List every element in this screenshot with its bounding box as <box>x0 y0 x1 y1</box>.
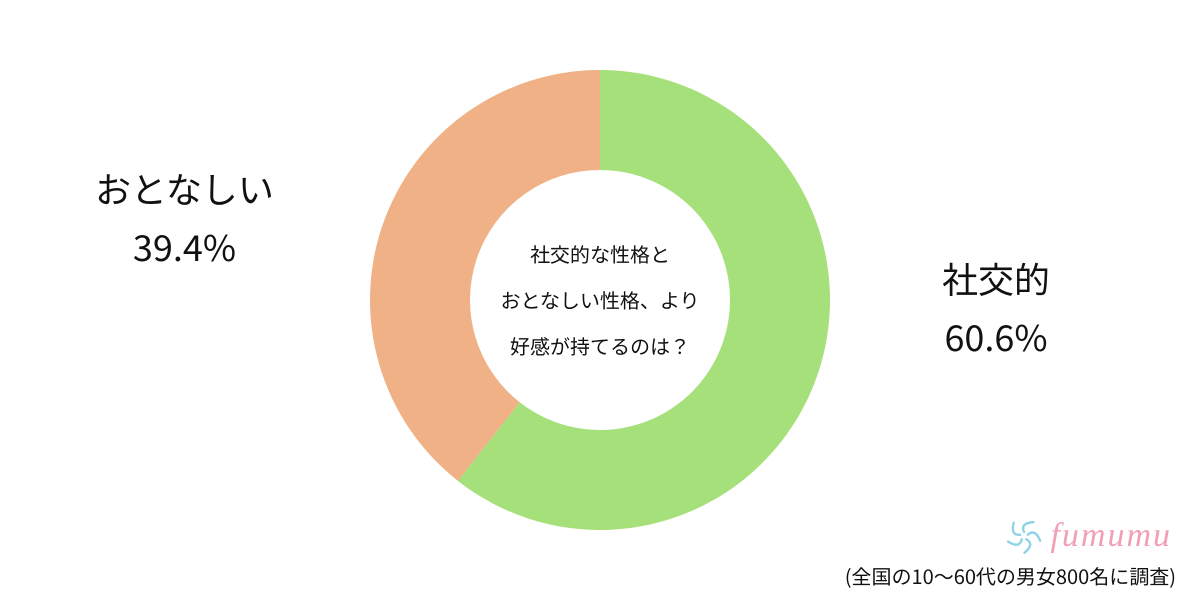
slice-name-quiet: おとなしい <box>95 160 274 218</box>
slice-pct-sociable: 60.6% <box>942 308 1050 366</box>
pinwheel-icon <box>1004 516 1044 556</box>
survey-footnote: (全国の10〜60代の男女800名に調査) <box>845 561 1176 590</box>
slice-label-quiet: おとなしい 39.4% <box>95 160 274 275</box>
slice-name-sociable: 社交的 <box>942 250 1050 308</box>
center-text-line-0: 社交的な性格と <box>470 231 730 277</box>
center-text-line-2: 好感が持てるのは？ <box>470 323 730 369</box>
brand-logo-text: fumumu <box>1050 517 1172 555</box>
chart-center-question: 社交的な性格とおとなしい性格、より好感が持てるのは？ <box>470 231 730 369</box>
donut-chart: 社交的な性格とおとなしい性格、より好感が持てるのは？ <box>360 60 840 540</box>
slice-label-sociable: 社交的 60.6% <box>942 250 1050 365</box>
center-text-line-1: おとなしい性格、より <box>470 277 730 323</box>
brand-logo: fumumu <box>1004 516 1172 556</box>
slice-pct-quiet: 39.4% <box>95 218 274 276</box>
